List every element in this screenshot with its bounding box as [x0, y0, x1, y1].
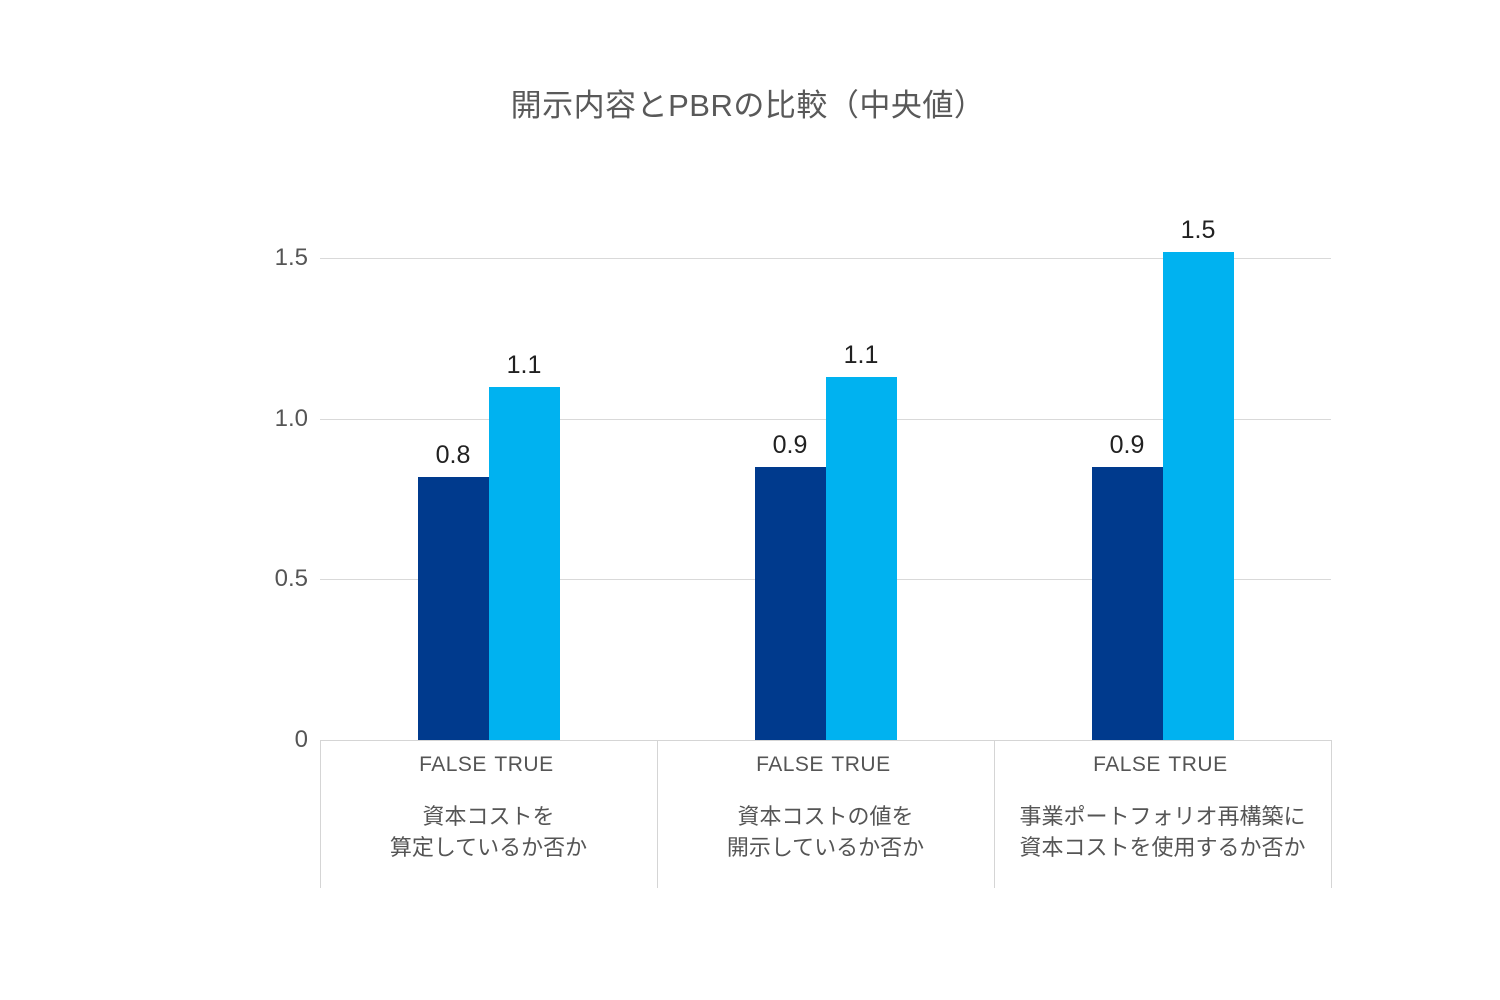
bar-false	[417, 477, 489, 740]
series-tick-label-true: TRUE	[1168, 753, 1228, 776]
x-axis-line	[320, 740, 1331, 741]
bar-value-label: 0.8	[435, 441, 471, 469]
chart-title: 開示内容とPBRの比較（中央値）	[510, 88, 986, 123]
bar-false	[754, 467, 826, 740]
y-axis-tick-label: 1.0	[274, 405, 308, 432]
category-label-line: 資本コストを使用するか否か	[1019, 835, 1306, 860]
bar-value-label: 1.1	[506, 351, 542, 379]
bar-value-label: 1.1	[843, 341, 879, 369]
bar-true	[1162, 252, 1234, 740]
category-box-divider	[1331, 740, 1332, 888]
category-label-line: 算定しているか否か	[389, 835, 588, 860]
bar-value-label: 0.9	[1109, 431, 1145, 459]
category-label-line: 資本コストを	[422, 804, 555, 829]
category-box-divider	[657, 740, 658, 888]
y-axis-tick-label: 0	[294, 726, 308, 753]
series-tick-label-false: FALSE	[1093, 753, 1161, 776]
series-tick-label-true: TRUE	[494, 753, 554, 776]
bar-true	[825, 377, 897, 740]
category-box-divider	[320, 740, 321, 888]
category-label-line: 開示しているか否か	[726, 835, 925, 860]
series-tick-label-true: TRUE	[831, 753, 891, 776]
bar-value-label: 1.5	[1180, 216, 1216, 244]
bar-value-label: 0.9	[772, 431, 808, 459]
category-label-line: 資本コストの値を	[737, 804, 914, 829]
gridline	[320, 258, 1331, 259]
category-box-divider	[994, 740, 995, 888]
category-label-line: 事業ポートフォリオ再構築に	[1019, 804, 1306, 829]
series-tick-label-false: FALSE	[419, 753, 487, 776]
series-tick-label-false: FALSE	[756, 753, 824, 776]
bar-true	[488, 387, 560, 740]
y-axis-tick-label: 0.5	[274, 565, 308, 592]
y-axis-tick-label: 1.5	[274, 244, 308, 271]
bar-false	[1091, 467, 1163, 740]
